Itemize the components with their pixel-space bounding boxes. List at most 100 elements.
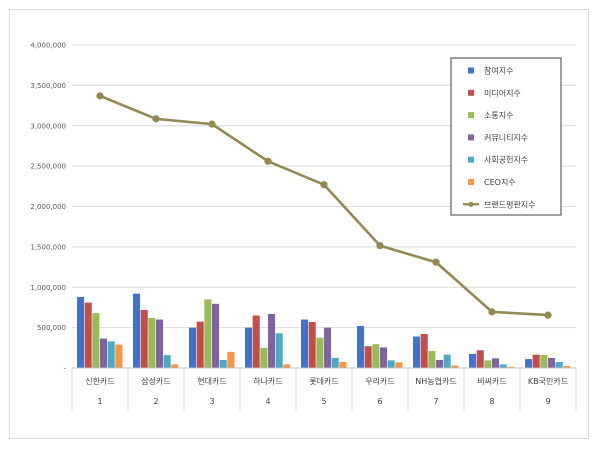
y-tick-label: 1,500,000 (30, 243, 66, 251)
legend-swatch (468, 134, 474, 141)
bar (84, 302, 92, 368)
line-point (544, 311, 552, 319)
bar (413, 336, 421, 368)
bar (163, 355, 171, 368)
x-tick-label: 비씨카드 (477, 377, 506, 386)
x-tick-label: KB국민카드 (528, 376, 568, 386)
bar (395, 362, 403, 368)
x-tick-label: NH농협카드 (415, 376, 456, 386)
bar (308, 321, 316, 368)
bar (499, 364, 507, 368)
x-tick-label: 롯데카드 (309, 377, 338, 386)
bar (219, 359, 227, 368)
bar (372, 344, 380, 368)
rank-label: 1 (97, 397, 102, 406)
rank-label: 5 (321, 397, 326, 406)
bar (555, 361, 563, 368)
bar (275, 333, 283, 368)
legend-swatch (468, 112, 474, 119)
bar (357, 326, 365, 368)
legend-swatch (468, 89, 474, 96)
bar (428, 351, 436, 368)
legend-label: 미디어지수 (484, 88, 521, 98)
bar (268, 313, 276, 368)
bar (100, 338, 108, 368)
line-point (152, 115, 160, 123)
y-tick-label: 3,500,000 (30, 82, 66, 90)
x-tick-label: 현대카드 (197, 377, 226, 386)
bar (92, 313, 100, 368)
bar (252, 315, 260, 368)
bar (260, 347, 268, 368)
legend-label: 소통지수 (484, 111, 513, 120)
bar (331, 357, 339, 368)
bar (301, 319, 309, 368)
bar (283, 364, 291, 368)
rank-label: 2 (153, 397, 158, 406)
bar (196, 321, 204, 368)
bar (532, 354, 540, 368)
bar (148, 317, 156, 368)
line-point (264, 157, 272, 165)
bar (540, 355, 548, 368)
bar (115, 344, 123, 368)
y-tick-label: 4,000,000 (30, 42, 66, 50)
bar (476, 350, 484, 368)
bar (107, 341, 115, 368)
bar (316, 337, 324, 368)
x-tick-label: 하나카드 (253, 376, 282, 386)
y-tick-label: - (63, 365, 66, 373)
legend-label: 브랜드평판지수 (484, 199, 536, 209)
x-tick-label: 삼성카드 (141, 376, 170, 386)
y-axis-tick-labels: - 500,000 1,000,000 1,500,000 2,000,000 2,500… (30, 42, 66, 373)
bar (525, 359, 533, 368)
rank-label: 7 (433, 397, 438, 406)
bar (245, 327, 253, 368)
bar (484, 360, 492, 368)
bar (443, 354, 451, 368)
rank-label: 3 (209, 397, 214, 406)
bar (140, 309, 148, 368)
bar (133, 293, 141, 368)
legend-label: CEO지수 (484, 178, 516, 187)
bar-series (77, 293, 571, 368)
legend-swatch (468, 179, 474, 185)
bar (171, 364, 179, 368)
bar (507, 366, 515, 368)
bar (189, 327, 197, 368)
bar (204, 299, 212, 368)
x-tick-label: 신한카드 (85, 377, 114, 386)
y-tick-label: 500,000 (37, 324, 66, 332)
bar (548, 357, 556, 368)
bar (436, 359, 444, 368)
bar (339, 361, 347, 368)
rank-label: 6 (377, 397, 382, 406)
legend-label: 사회공헌지수 (484, 156, 528, 165)
legend-label: 참여지수 (484, 66, 513, 76)
bar (380, 347, 388, 368)
bar (324, 327, 332, 368)
y-tick-label: 2,000,000 (30, 203, 66, 211)
legend-marker (468, 201, 474, 207)
y-tick-label: 1,000,000 (30, 284, 66, 292)
line-point (376, 242, 384, 250)
bar (469, 353, 477, 368)
bar (451, 365, 459, 368)
legend-swatch (468, 67, 474, 74)
y-tick-label: 2,500,000 (30, 163, 66, 171)
bar (212, 303, 220, 368)
rank-label: 8 (489, 397, 494, 406)
y-tick-label: 3,000,000 (30, 122, 66, 130)
bar (227, 351, 235, 368)
bar (77, 296, 85, 368)
rank-label: 9 (545, 397, 550, 406)
line-point (208, 120, 216, 128)
bar (420, 334, 428, 368)
bar (387, 360, 395, 368)
bar (563, 365, 571, 368)
x-axis: 신한카드 1 삼성카드 2 현대카드 3 하나카드 4 롯데카드 5 우리카드 6 NH농협카드 7 비씨카… (71, 367, 577, 412)
line-point (320, 181, 328, 189)
line-series (96, 92, 552, 319)
